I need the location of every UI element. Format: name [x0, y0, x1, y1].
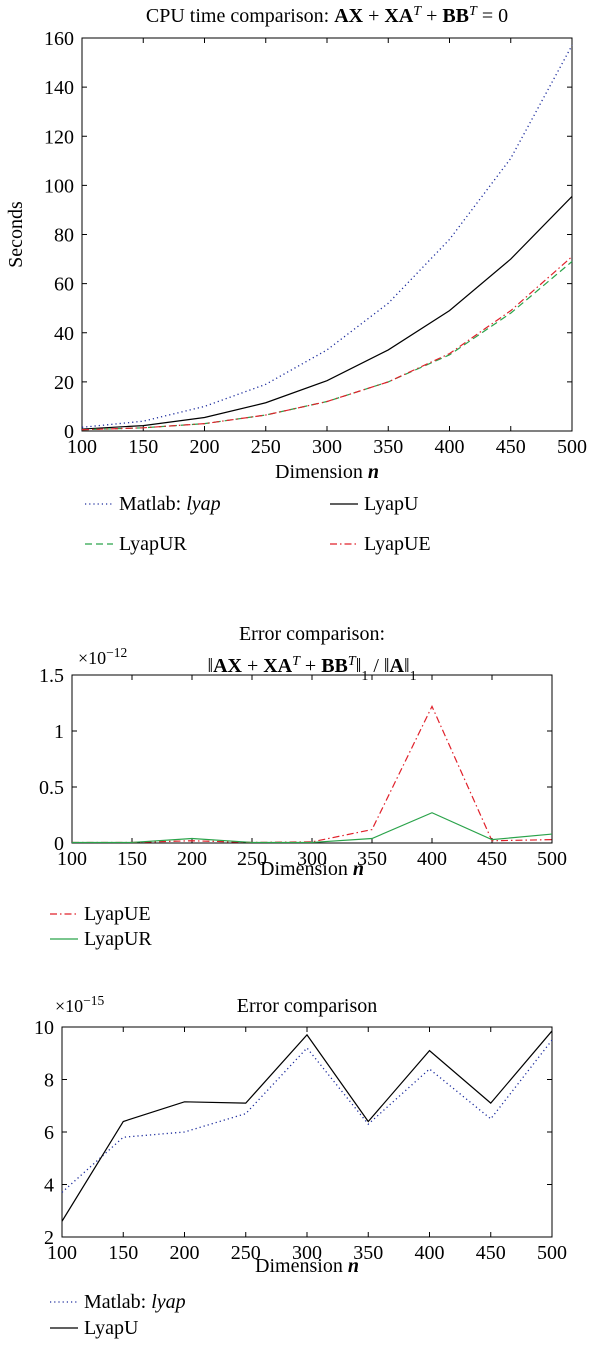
error-comparison-2-chart: Error comparison ×10−15 100 150 200 250 300 350… [0, 992, 593, 1282]
x-tick-label: 100 [67, 436, 97, 458]
plot-frame [61, 1026, 553, 1238]
x-tick-label: 300 [297, 848, 327, 870]
y-tick-label: 0.5 [39, 777, 64, 799]
cpu-time-chart-svg: CPU time comparison: AX + XAT + BBT = 0 1… [5, 4, 587, 484]
y-axis-label: Seconds [5, 201, 27, 268]
series-line-lyapur [81, 261, 573, 431]
legend-entry-lyapue: LyapUE [330, 533, 431, 555]
series-line-lyapue [72, 704, 553, 844]
x-tick-label: 500 [557, 436, 587, 458]
series-line-lyapur [72, 812, 553, 844]
chart-title: Error comparison [237, 995, 378, 1017]
x-tick-label: 150 [128, 436, 158, 458]
exponent-label: ×10−12 [78, 645, 127, 669]
x-tick-label: 100 [57, 848, 87, 870]
x-tick-label: 450 [496, 436, 526, 458]
x-axis-label: Dimension n [255, 1255, 359, 1277]
y-tick-label: 6 [44, 1122, 54, 1144]
x-tick-label: 200 [170, 1242, 200, 1264]
chart-title: CPU time comparison: AX + XAT + BBT = 0 [146, 4, 508, 28]
y-tick-label: 10 [34, 1017, 54, 1039]
legend-label: LyapU [364, 493, 419, 515]
error-comparison-2-legend: Matlab: lyap LyapU [0, 1291, 593, 1352]
chart-title-line-2: ‖AX + XAT + BBT‖1 / ‖A‖1 [207, 654, 416, 684]
x-tick-label: 500 [537, 1242, 567, 1264]
series-line-lyapu [61, 1030, 553, 1222]
x-tick-label: 400 [417, 848, 447, 870]
legend-entry-lyapur: LyapUR [85, 533, 187, 555]
y-tick-label: 1 [54, 721, 64, 743]
x-axis-label: Dimension n [260, 858, 364, 880]
x-tick-label: 350 [357, 848, 387, 870]
y-tick-label: 160 [44, 28, 74, 50]
y-tick-label: 120 [44, 126, 74, 148]
y-tick-label: 100 [44, 175, 74, 197]
legend-entry-lyapue: LyapUE [50, 903, 151, 925]
error-comparison-legend-svg: LyapUE LyapUR [50, 903, 152, 950]
x-tick-label: 300 [312, 436, 342, 458]
x-tick-label: 200 [190, 436, 220, 458]
y-tick-label: 140 [44, 77, 74, 99]
x-tick-label: 150 [108, 1242, 138, 1264]
series-line-lyapue [81, 256, 573, 431]
cpu-time-chart: CPU time comparison: AX + XAT + BBT = 0 1… [0, 0, 593, 484]
legend-entry-lyapur: LyapUR [50, 928, 152, 950]
y-tick-label: 20 [54, 372, 74, 394]
legend-label: LyapU [84, 1317, 139, 1339]
x-tick-label: 300 [292, 1242, 322, 1264]
error-comparison-2-legend-svg: Matlab: lyap LyapU [50, 1291, 186, 1339]
y-tick-label: 40 [54, 323, 74, 345]
y-tick-label: 8 [44, 1070, 54, 1092]
series-line-lyapu [81, 196, 573, 430]
plot-frame [71, 674, 553, 844]
series-line-matlab-lyap [61, 1039, 553, 1193]
error-comparison-legend: LyapUE LyapUR [0, 900, 593, 960]
y-tick-label: 0 [64, 421, 74, 443]
x-tick-label: 450 [476, 1242, 506, 1264]
legend-entry-matlab-lyap: Matlab: lyap [50, 1291, 186, 1313]
legend-label: Matlab: lyap [84, 1291, 186, 1313]
legend-label: LyapUE [364, 533, 431, 555]
cpu-time-legend: Matlab: lyap LyapU LyapUR LyapUE [0, 480, 593, 580]
x-tick-label: 400 [435, 436, 465, 458]
legend-entry-matlab-lyap: Matlab: lyap [85, 493, 221, 515]
error-comparison-chart-svg: Error comparison: ‖AX + XAT + BBT‖1 / ‖A‖… [39, 623, 567, 880]
y-tick-label: 80 [54, 225, 74, 247]
legend-label: Matlab: lyap [119, 493, 221, 515]
plot-frame [81, 37, 573, 432]
x-tick-label: 250 [237, 848, 267, 870]
x-tick-label: 100 [47, 1242, 77, 1264]
legend-label: LyapUE [84, 903, 151, 925]
x-tick-label: 250 [251, 436, 281, 458]
y-tick-label: 0 [54, 833, 64, 855]
y-tick-label: 2 [44, 1227, 54, 1249]
x-tick-label: 450 [477, 848, 507, 870]
legend-label: LyapUR [119, 533, 187, 555]
y-tick-label: 60 [54, 274, 74, 296]
x-tick-label: 350 [353, 1242, 383, 1264]
x-tick-label: 500 [537, 848, 567, 870]
x-tick-label: 400 [415, 1242, 445, 1264]
legend-label: LyapUR [84, 928, 152, 950]
y-tick-label: 4 [44, 1175, 54, 1197]
x-tick-label: 200 [177, 848, 207, 870]
series-line-matlab-lyap [81, 45, 573, 428]
exponent-label: ×10−15 [55, 993, 105, 1017]
cpu-time-legend-svg: Matlab: lyap LyapU LyapUR LyapUE [85, 493, 431, 555]
x-tick-label: 150 [117, 848, 147, 870]
x-tick-label: 250 [231, 1242, 261, 1264]
legend-entry-lyapu: LyapU [50, 1317, 139, 1339]
error-comparison-2-chart-svg: Error comparison ×10−15 100 150 200 250 300 350… [34, 993, 567, 1278]
x-axis-label: Dimension n [275, 461, 379, 483]
x-tick-label: 350 [373, 436, 403, 458]
y-tick-label: 1.5 [39, 665, 64, 687]
error-comparison-chart: Error comparison: ‖AX + XAT + BBT‖1 / ‖A‖… [0, 620, 593, 890]
legend-entry-lyapu: LyapU [330, 493, 419, 515]
chart-title-line-1: Error comparison: [239, 623, 385, 645]
